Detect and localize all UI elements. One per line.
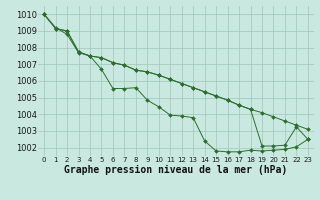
X-axis label: Graphe pression niveau de la mer (hPa): Graphe pression niveau de la mer (hPa): [64, 165, 288, 175]
